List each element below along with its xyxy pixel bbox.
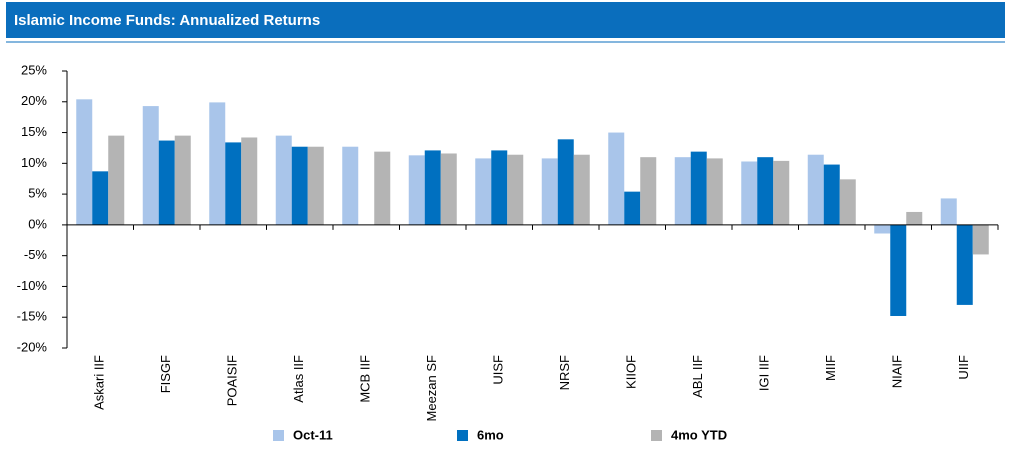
bar	[608, 132, 625, 225]
x-tick-label: NIAIF	[890, 355, 905, 388]
bar	[972, 224, 989, 255]
y-tick-label: 15%	[21, 124, 47, 139]
bar	[890, 224, 907, 316]
x-tick-label: Askari IIF	[92, 355, 107, 410]
bar	[541, 158, 558, 225]
bar	[225, 142, 242, 225]
legend-swatch	[651, 430, 662, 441]
bar	[674, 157, 691, 225]
y-tick-label: -20%	[17, 339, 48, 354]
y-tick-label: 20%	[21, 93, 47, 108]
legend-label: 4mo YTD	[671, 427, 727, 442]
bar	[275, 135, 292, 225]
x-tick-label: UISF	[491, 355, 506, 385]
bar	[807, 154, 824, 225]
bar	[241, 137, 258, 225]
y-tick-label: 5%	[28, 186, 47, 201]
x-tick-label: Meezan SF	[424, 355, 439, 422]
legend-swatch	[273, 430, 284, 441]
chart-title: Islamic Income Funds: Annualized Returns	[14, 12, 320, 29]
bar	[307, 146, 324, 225]
title-bar	[6, 2, 1005, 38]
x-tick-label: UIIF	[956, 355, 971, 380]
bar	[408, 155, 425, 225]
bar	[291, 146, 308, 225]
y-tick-label: -15%	[17, 309, 48, 324]
bar	[839, 179, 856, 225]
y-tick-label: 10%	[21, 155, 47, 170]
bar	[92, 171, 109, 225]
y-tick-label: 0%	[28, 216, 47, 231]
x-tick-label: FISGF	[158, 355, 173, 393]
x-tick-label: IGI IIF	[757, 355, 772, 391]
bar	[706, 158, 723, 225]
x-tick-label: KIIOF	[624, 355, 639, 389]
bar	[757, 157, 774, 225]
x-tick-label: MCB IIF	[358, 355, 373, 403]
bar	[342, 146, 359, 225]
bar	[374, 151, 391, 225]
bar	[906, 211, 923, 225]
y-tick-label: 25%	[21, 62, 47, 77]
legend-swatch	[457, 430, 468, 441]
bar	[940, 198, 957, 225]
bar	[823, 164, 840, 225]
x-tick-label: NRSF	[557, 355, 572, 390]
bar	[475, 158, 492, 225]
legend-label: 6mo	[477, 427, 504, 442]
bar	[874, 224, 891, 234]
bar	[108, 135, 125, 225]
bar	[174, 135, 191, 225]
x-tick-label: Atlas IIF	[291, 355, 306, 403]
bar	[557, 139, 574, 225]
x-tick-label: MIIF	[823, 355, 838, 381]
x-tick-label: POAISIF	[225, 355, 240, 406]
bar	[741, 161, 758, 225]
legend-label: Oct-11	[293, 427, 333, 442]
y-tick-label: -5%	[24, 247, 48, 262]
bar	[956, 224, 973, 305]
bar	[142, 106, 159, 225]
bar	[158, 140, 175, 225]
y-tick-label: -10%	[17, 278, 48, 293]
bar	[424, 150, 441, 225]
bar	[624, 191, 641, 225]
bar	[76, 99, 93, 225]
x-tick-label: ABL IIF	[690, 355, 705, 398]
bar	[640, 157, 657, 225]
bar	[209, 102, 226, 225]
bar	[491, 150, 508, 225]
bar	[440, 153, 457, 225]
bar	[573, 154, 590, 225]
bar	[690, 151, 707, 225]
bar	[773, 160, 790, 225]
bar	[507, 154, 524, 225]
